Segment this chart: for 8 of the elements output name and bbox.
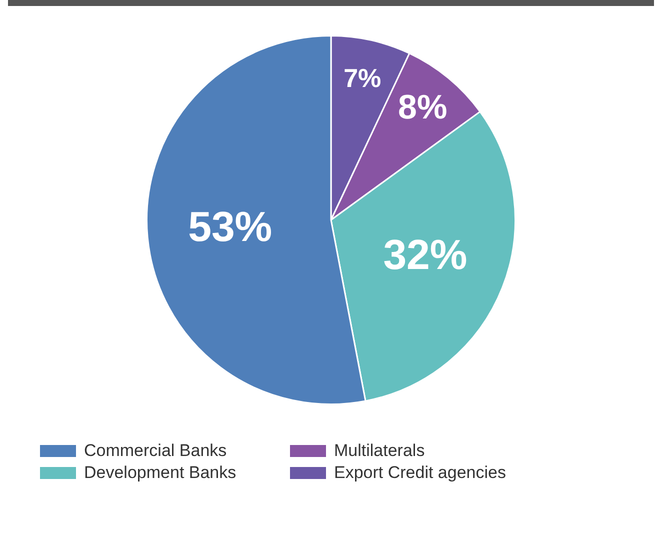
data-label: 32% — [383, 230, 468, 278]
legend-label: Multilaterals — [334, 441, 425, 461]
legend-label: Development Banks — [84, 463, 236, 483]
data-label: 8% — [398, 88, 448, 127]
legend-label: Export Credit agencies — [334, 463, 506, 483]
data-label: 53% — [188, 203, 272, 250]
legend-label: Commercial Banks — [84, 441, 227, 461]
data-label: 7% — [344, 62, 382, 93]
